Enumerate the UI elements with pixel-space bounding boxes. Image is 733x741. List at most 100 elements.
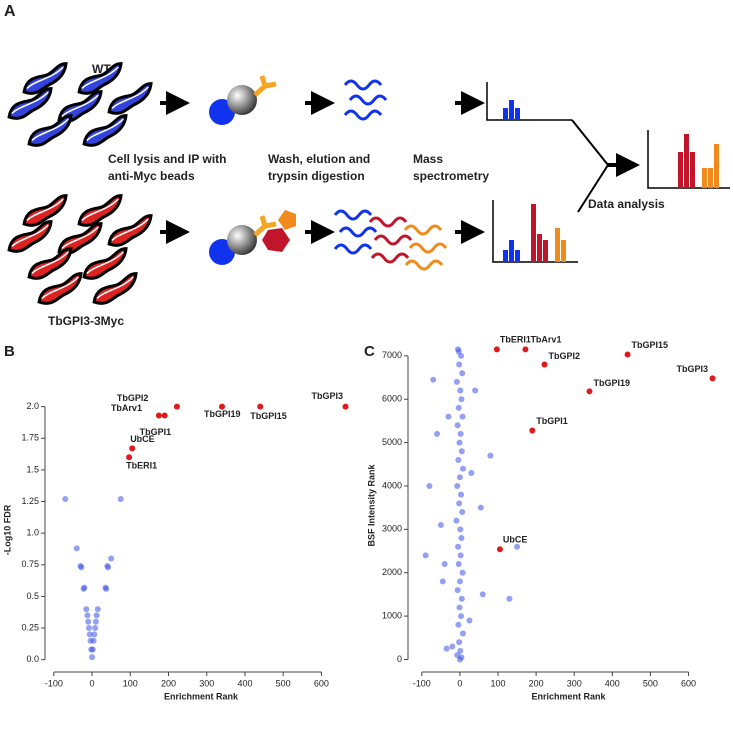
point <box>455 348 462 355</box>
hist-bar <box>714 144 719 188</box>
x-tick-label: 400 <box>237 678 252 688</box>
point <box>455 404 462 411</box>
y-tick-label: 0 <box>397 654 402 664</box>
x-axis-label: Enrichment Rank <box>531 691 606 701</box>
point <box>108 555 115 562</box>
flagellum <box>31 118 69 142</box>
y-tick-label: 1000 <box>382 610 402 620</box>
point <box>454 587 461 594</box>
point <box>91 631 98 638</box>
point-label: TbGPI3 <box>312 391 344 401</box>
x-tick-label: 500 <box>276 678 291 688</box>
flagellum <box>111 86 149 110</box>
point <box>458 613 465 620</box>
point <box>453 378 460 385</box>
point-label: TbGPI2 <box>548 351 580 361</box>
peptide <box>343 79 383 91</box>
highlighted-point <box>129 445 136 452</box>
point <box>445 413 452 420</box>
x-tick-label: 500 <box>643 678 658 688</box>
x-tick-label: 0 <box>90 678 95 688</box>
point <box>458 595 465 602</box>
peptide <box>343 109 383 121</box>
hist-bar <box>561 240 566 262</box>
peptide <box>373 234 413 246</box>
merge-lines <box>571 119 609 213</box>
point-label: TbGPI3 <box>677 364 709 374</box>
highlighted-point <box>522 346 529 353</box>
panel-label: A <box>4 3 16 20</box>
hist-bar <box>543 240 548 262</box>
point <box>457 430 464 437</box>
point <box>105 564 112 571</box>
flagellum <box>26 66 64 90</box>
point-label: TbGPI19 <box>593 378 630 388</box>
point <box>103 585 110 592</box>
point <box>455 456 462 463</box>
flagellum <box>81 198 119 222</box>
parasite <box>27 247 73 280</box>
point <box>454 422 461 429</box>
x-tick-label: 100 <box>490 678 505 688</box>
x-tick-label: 600 <box>681 678 696 688</box>
flagellum <box>11 224 49 248</box>
hist-bar <box>503 250 508 262</box>
flagellum <box>61 226 99 250</box>
parasite-body <box>27 114 73 147</box>
parasite <box>77 62 123 95</box>
y-tick-label: 1.0 <box>26 528 39 538</box>
diagram-art <box>7 62 730 305</box>
hist-bar <box>555 228 560 262</box>
flagellum <box>31 251 69 275</box>
point <box>458 448 465 455</box>
antibody <box>253 75 277 97</box>
highlighted-point <box>161 412 168 419</box>
point <box>487 452 494 459</box>
peptide <box>368 216 408 228</box>
point <box>441 561 448 568</box>
point <box>458 535 465 542</box>
point <box>455 561 462 568</box>
step-text: Cell lysis and IP with <box>108 152 226 166</box>
point-label: TbGPI1 <box>536 416 568 426</box>
highlighted-point <box>529 427 536 434</box>
point <box>422 552 429 559</box>
point <box>456 500 463 507</box>
parasite-body <box>107 214 153 247</box>
x-tick-label: 400 <box>605 678 620 688</box>
point <box>458 396 465 403</box>
point <box>459 413 466 420</box>
point-label: TbGPI19 <box>204 409 241 419</box>
point-label: TbArv1 <box>530 335 561 345</box>
point <box>73 545 80 552</box>
flagellum <box>111 218 149 242</box>
point <box>457 526 464 533</box>
highlighted-point <box>155 412 162 419</box>
y-tick-label: 1.75 <box>21 433 39 443</box>
x-axis-label: Enrichment Rank <box>164 691 239 701</box>
point <box>506 595 513 602</box>
point <box>459 370 466 377</box>
flagellum <box>41 276 79 300</box>
point <box>455 621 462 628</box>
bead <box>227 225 257 255</box>
parasite-body <box>82 247 128 280</box>
point <box>456 639 463 646</box>
final-step: Data analysis <box>588 197 665 211</box>
parasite <box>82 247 128 280</box>
point-label: UbCE <box>503 535 528 545</box>
point <box>94 606 101 613</box>
parasite <box>82 114 128 147</box>
point <box>439 578 446 585</box>
point <box>81 584 88 591</box>
flagellum <box>61 94 99 118</box>
y-tick-label: 5000 <box>382 437 402 447</box>
y-tick-label: 0.5 <box>26 591 39 601</box>
bait-protein <box>262 228 290 252</box>
step-text: trypsin digestion <box>268 169 365 183</box>
point-label: TbGPI15 <box>632 340 669 350</box>
y-tick-label: 6000 <box>382 394 402 404</box>
flagellum <box>26 198 64 222</box>
